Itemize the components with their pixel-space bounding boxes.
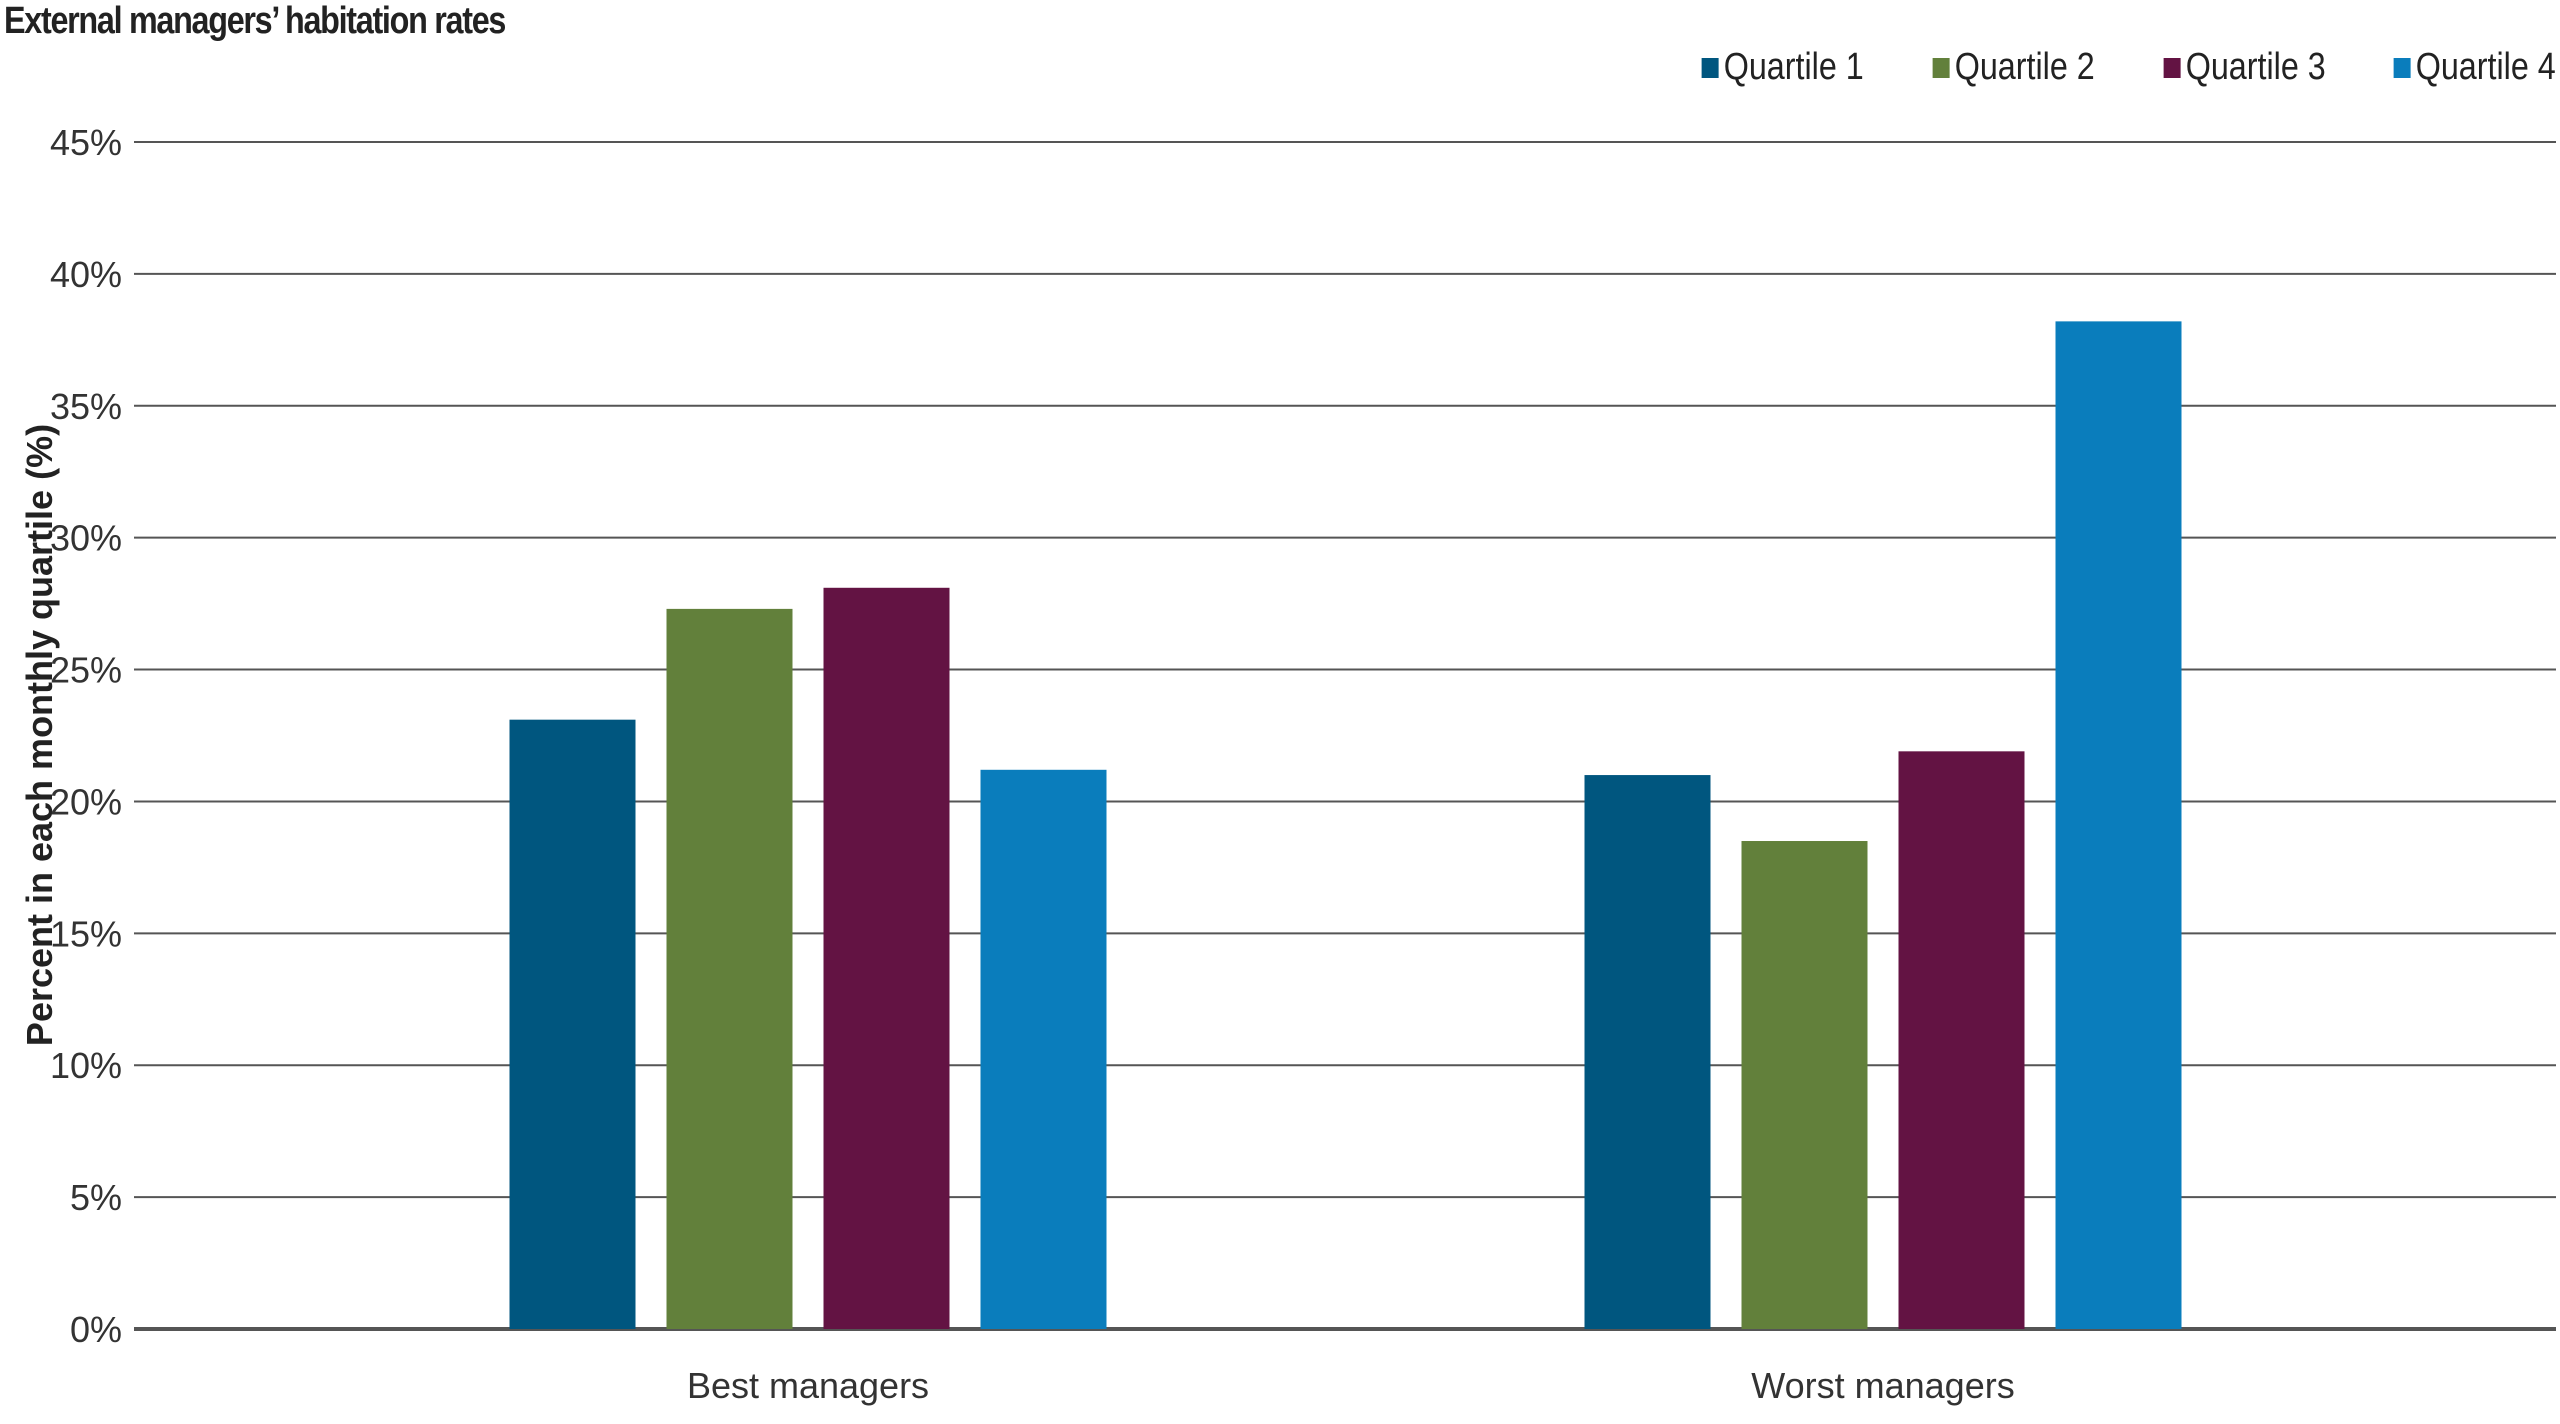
legend-swatch bbox=[2393, 57, 2411, 78]
y-tick-label: 30% bbox=[50, 518, 122, 559]
y-tick-label: 10% bbox=[50, 1045, 122, 1086]
legend-label: Quartile 2 bbox=[1954, 46, 2095, 88]
legend-item: Quartile 1 bbox=[1701, 46, 1864, 89]
y-tick-label: 0% bbox=[70, 1309, 122, 1350]
bar-quartile-1 bbox=[1584, 775, 1711, 1329]
y-tick-label: 40% bbox=[50, 254, 122, 295]
chart-title: External managers’ habitation rates bbox=[4, 0, 506, 42]
legend-swatch bbox=[1932, 57, 1950, 78]
bar-quartile-2 bbox=[1741, 841, 1868, 1329]
legend-item: Quartile 4 bbox=[2393, 46, 2556, 89]
legend-swatch bbox=[1701, 57, 1719, 78]
bar-quartile-2 bbox=[666, 608, 793, 1329]
y-tick-label: 20% bbox=[50, 781, 122, 822]
y-tick-label: 45% bbox=[50, 122, 122, 163]
legend-item: Quartile 2 bbox=[1932, 46, 2095, 89]
bar-quartile-1 bbox=[509, 719, 636, 1329]
legend-label: Quartile 3 bbox=[2185, 46, 2326, 88]
y-tick-label: 25% bbox=[50, 650, 122, 691]
legend-label: Quartile 4 bbox=[2415, 46, 2556, 88]
y-tick-label: 15% bbox=[50, 913, 122, 954]
bar-quartile-4 bbox=[980, 769, 1107, 1329]
x-tick-label: Worst managers bbox=[1751, 1365, 2014, 1406]
y-tick-label: 35% bbox=[50, 386, 122, 427]
legend-swatch bbox=[2163, 57, 2181, 78]
bar-quartile-3 bbox=[823, 587, 950, 1329]
y-tick-label: 5% bbox=[70, 1177, 122, 1218]
x-tick-label: Best managers bbox=[687, 1365, 929, 1406]
bar-quartile-3 bbox=[1898, 751, 2025, 1329]
legend-label: Quartile 1 bbox=[1723, 46, 1864, 88]
legend: Quartile 1 Quartile 2 Quartile 3 Quartile 4 bbox=[1673, 46, 2556, 89]
legend-item: Quartile 3 bbox=[2163, 46, 2325, 89]
bar-quartile-4 bbox=[2055, 321, 2182, 1329]
